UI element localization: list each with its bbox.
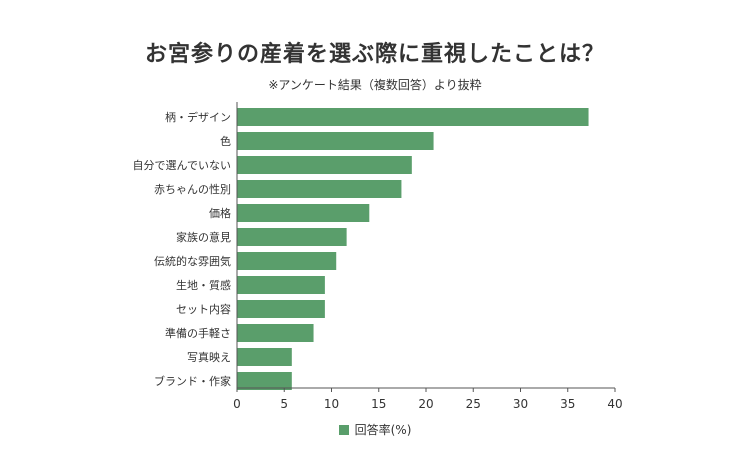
- category-label: 伝統的な雰囲気: [154, 254, 231, 268]
- bar: [237, 300, 325, 318]
- bar: [237, 372, 292, 390]
- legend-label: 回答率(%): [354, 423, 412, 437]
- x-tick-label: 25: [466, 397, 481, 411]
- bar: [237, 204, 370, 222]
- category-label: 色: [220, 134, 231, 148]
- bar: [237, 156, 412, 174]
- bar: [237, 252, 337, 270]
- x-tick-label: 30: [513, 397, 528, 411]
- bar: [237, 348, 292, 366]
- bar: [237, 108, 589, 126]
- x-tick-label: 0: [233, 397, 241, 411]
- legend-swatch: [338, 424, 349, 435]
- bar: [237, 324, 314, 342]
- x-tick-label: 40: [607, 397, 622, 411]
- x-tick-label: 5: [280, 397, 288, 411]
- category-label: 価格: [209, 206, 231, 220]
- category-label: セット内容: [176, 302, 231, 316]
- category-label: 生地・質感: [176, 278, 231, 292]
- x-tick-label: 15: [371, 397, 386, 411]
- chart-title: お宮参りの産着を選ぶ際に重視したことは？: [144, 42, 605, 67]
- chart-subtitle: ※アンケート結果（複数回答）より抜粋: [268, 78, 482, 92]
- bar: [237, 180, 402, 198]
- category-label: 自分で選んでいない: [133, 159, 231, 172]
- bar: [237, 228, 347, 246]
- x-tick-label: 10: [324, 397, 339, 411]
- bar: [237, 276, 325, 294]
- category-label: 写真映え: [187, 350, 231, 364]
- category-label: 準備の手軽さ: [165, 326, 231, 340]
- legend: 回答率(%): [0, 421, 750, 438]
- x-tick-label: 35: [560, 397, 575, 411]
- category-label: 家族の意見: [176, 230, 231, 244]
- x-tick-label: 20: [418, 397, 433, 411]
- category-label: 柄・デザイン: [165, 110, 231, 124]
- category-label: ブランド・作家: [154, 374, 231, 388]
- bar: [237, 132, 434, 150]
- category-label: 赤ちゃんの性別: [154, 182, 231, 196]
